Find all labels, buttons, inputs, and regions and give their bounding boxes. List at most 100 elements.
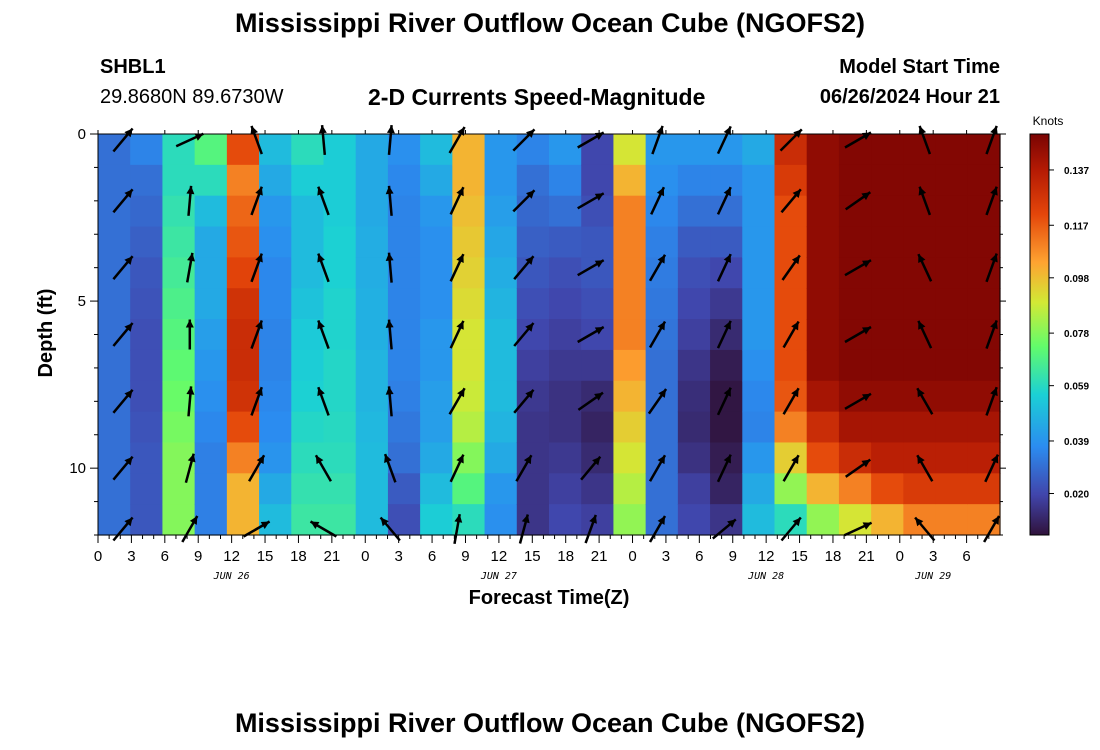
current-arrow — [185, 252, 195, 283]
current-arrow-head — [525, 389, 534, 399]
heatmap-cell — [516, 504, 550, 536]
current-arrow-head — [456, 320, 464, 330]
current-arrow — [112, 516, 134, 542]
current-arrow — [983, 515, 1001, 543]
heatmap-cell — [710, 288, 743, 320]
x-tick-label: 6 — [695, 548, 703, 565]
heatmap-cell — [194, 442, 228, 474]
heatmap-cell — [967, 349, 1001, 382]
heatmap-cell — [838, 349, 872, 382]
heatmap-cell — [967, 195, 1001, 228]
heatmap-cell — [903, 195, 937, 228]
heatmap-cell — [323, 349, 357, 382]
current-arrow — [186, 386, 195, 417]
heatmap-cell — [935, 504, 969, 536]
heatmap-cell — [323, 226, 357, 258]
model-start-label: Model Start Time — [839, 56, 1000, 78]
current-arrow-head — [792, 517, 801, 527]
y-tick-label: 10 — [69, 460, 86, 477]
heatmap-cell — [935, 380, 969, 413]
heatmap-cell — [130, 134, 164, 166]
heatmap-cell — [549, 257, 582, 289]
heatmap-cell — [130, 164, 164, 197]
heatmap-cell — [291, 504, 325, 536]
heatmap-cell — [967, 226, 1001, 258]
heatmap-cell — [935, 164, 969, 197]
heatmap-cell — [549, 226, 582, 258]
current-arrow — [309, 520, 338, 538]
date-label: JUN 29 — [914, 571, 951, 582]
current-arrow-head — [723, 254, 731, 263]
heatmap-cell — [98, 288, 131, 320]
current-arrow — [385, 386, 394, 417]
heatmap-cell — [645, 349, 679, 382]
current-arrow — [985, 186, 998, 216]
heatmap-cell — [871, 319, 904, 351]
heatmap-cell — [323, 195, 357, 228]
heatmap-cell — [581, 226, 615, 258]
current-arrow-head — [727, 519, 736, 528]
heatmap-cell — [130, 226, 164, 258]
current-arrow-head — [255, 186, 263, 196]
heatmap-cell — [967, 134, 1001, 166]
heatmap-cell — [710, 411, 743, 444]
heatmap-cell — [742, 442, 776, 474]
heatmap-cell — [549, 319, 582, 351]
current-arrow-head — [124, 517, 133, 527]
heatmap-cell — [967, 411, 1001, 444]
current-arrow — [577, 259, 605, 277]
current-arrow — [385, 185, 394, 216]
heatmap-cell — [98, 257, 131, 289]
heatmap-cell — [452, 288, 486, 320]
current-arrow — [984, 454, 1000, 483]
current-arrow — [584, 514, 597, 544]
current-arrow-head — [525, 323, 534, 332]
heatmap-cell — [194, 257, 228, 289]
current-arrow-head — [658, 389, 667, 398]
heatmap-cell — [98, 349, 131, 382]
heatmap-cell — [838, 226, 872, 258]
current-arrow — [513, 322, 535, 347]
heatmap-cell — [581, 288, 615, 320]
current-arrow — [916, 454, 934, 482]
heatmap-cell — [871, 349, 904, 382]
current-arrow-head — [255, 387, 263, 397]
current-arrow-head — [656, 187, 665, 197]
current-arrow — [577, 391, 604, 411]
current-arrow-head — [791, 321, 799, 331]
heatmap-cell — [420, 195, 453, 228]
x-tick-label: 21 — [858, 548, 875, 565]
current-arrow — [250, 319, 263, 350]
current-arrow — [449, 320, 465, 349]
heatmap-cell — [774, 349, 808, 382]
current-arrow-head — [456, 187, 464, 197]
current-arrow-head — [990, 253, 998, 263]
heatmap-cell — [130, 349, 164, 382]
heatmap-cell — [323, 288, 357, 320]
heatmap-cell — [871, 504, 904, 536]
heatmap-cell — [677, 473, 711, 505]
heatmap-cell — [516, 473, 550, 505]
heatmap-cell — [516, 411, 550, 444]
current-arrow — [184, 453, 196, 484]
x-tick-label: 9 — [461, 548, 469, 565]
heatmap-cell — [387, 257, 421, 289]
heatmap-cell — [581, 473, 615, 505]
heatmap-cell — [742, 195, 776, 228]
heatmap-cell — [259, 380, 292, 413]
y-axis: 0 5 10 — [69, 126, 1006, 536]
current-arrow — [515, 454, 533, 482]
heatmap-cell — [484, 134, 518, 166]
heatmap-cell — [387, 380, 421, 413]
current-arrow-head — [990, 320, 998, 330]
heatmap-cell — [484, 257, 518, 289]
colorbar-tick-label: 0.039 — [1064, 437, 1089, 448]
current-arrow — [918, 125, 932, 155]
heatmap-cell — [613, 226, 647, 258]
current-arrow-head — [861, 459, 871, 468]
heatmap-cell — [935, 411, 969, 444]
current-arrow-head — [862, 327, 871, 335]
x-tick-label: 0 — [896, 548, 904, 565]
y-tick-label: 5 — [78, 293, 86, 310]
